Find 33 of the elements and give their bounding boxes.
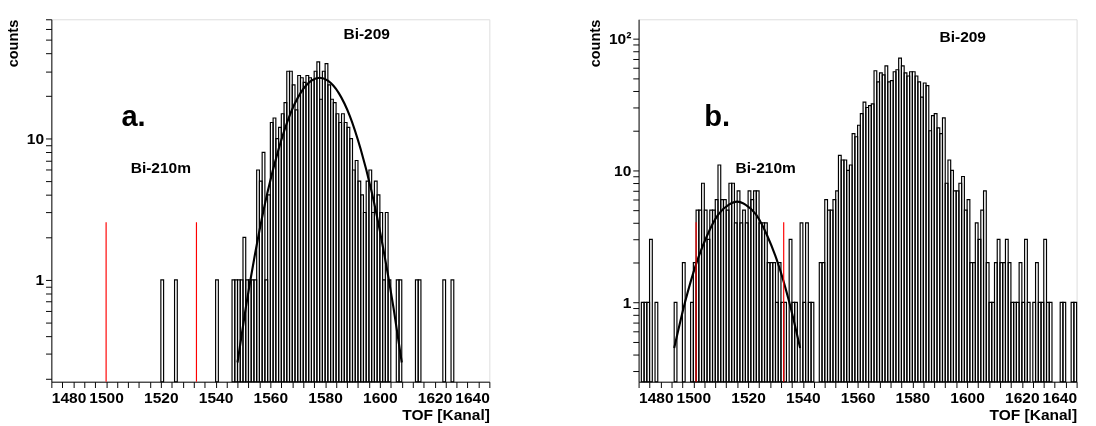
annotation: a. — [121, 99, 146, 132]
x-tick-label: 1520 — [144, 388, 179, 406]
annotation: b. — [704, 99, 731, 132]
x-tick-label: 1480 — [51, 388, 87, 406]
x-tick-label: 1600 — [363, 388, 398, 406]
x-tick-label: 1560 — [253, 388, 289, 406]
x-tick-label: 1500 — [676, 388, 712, 406]
x-tick-label: 1600 — [950, 388, 985, 406]
y-axis-title: counts — [587, 19, 604, 68]
y-tick-label: 10 — [614, 161, 632, 179]
x-tick-label: 1520 — [731, 388, 766, 406]
x-tick-label: 1620 — [417, 388, 453, 406]
x-tick-label: 1580 — [308, 388, 343, 406]
y-tick-label: 10 — [26, 129, 45, 147]
annotation: Bi-210m — [735, 158, 796, 176]
x-axis-title: TOF [Kanal] — [402, 405, 490, 423]
x-tick-label: 1640 — [1042, 388, 1078, 406]
y-tick-label: 1 — [35, 271, 45, 289]
annotation: Bi-210m — [130, 158, 192, 176]
x-tick-label: 1540 — [198, 388, 234, 406]
x-axis-title: TOF [Kanal] — [989, 405, 1078, 423]
x-tick-label: 1500 — [89, 388, 124, 406]
x-tick-label: 1540 — [786, 388, 821, 406]
x-tick-label: 1640 — [455, 388, 490, 406]
x-tick-label: 1480 — [639, 388, 674, 406]
x-tick-label: 1620 — [1005, 388, 1040, 406]
annotation: Bi-209 — [939, 28, 987, 46]
x-tick-label: 1580 — [895, 388, 931, 406]
annotation: Bi-209 — [343, 24, 391, 42]
x-tick-label: 1560 — [840, 388, 876, 406]
y-tick-label: 1 — [622, 293, 632, 311]
y-axis-title: counts — [5, 19, 22, 68]
y-tick-label: 10² — [608, 29, 632, 47]
